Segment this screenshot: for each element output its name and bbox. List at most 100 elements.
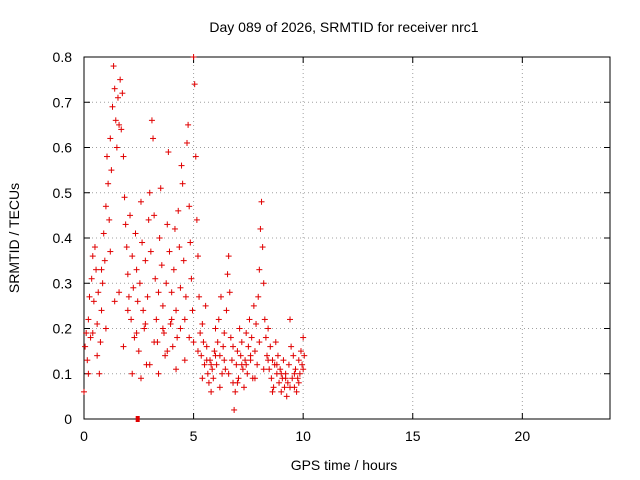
data-point — [173, 307, 180, 314]
data-point — [238, 339, 245, 346]
data-point — [238, 361, 245, 368]
data-point — [260, 280, 267, 287]
data-point — [215, 316, 222, 323]
y-tick-label: 0.6 — [53, 140, 73, 156]
data-point — [81, 388, 87, 395]
data-point — [301, 352, 308, 359]
data-point — [235, 375, 242, 382]
data-point — [212, 325, 219, 332]
data-point — [131, 334, 138, 341]
data-point — [231, 406, 238, 413]
data-point — [262, 334, 269, 341]
data-point — [104, 153, 111, 160]
data-point — [157, 185, 164, 192]
data-point — [284, 379, 291, 386]
x-tick-label: 0 — [80, 428, 88, 444]
data-point — [184, 139, 191, 146]
data-point — [237, 352, 244, 359]
data-point — [150, 135, 157, 142]
data-point — [158, 262, 165, 269]
data-point — [278, 370, 285, 377]
data-point — [111, 298, 118, 305]
x-tick-label: 5 — [190, 428, 198, 444]
y-tick-label: 0.5 — [53, 185, 73, 201]
x-tick-label: 20 — [515, 428, 531, 444]
data-point — [281, 384, 288, 391]
data-point — [191, 81, 198, 88]
data-point — [148, 117, 155, 124]
data-point — [253, 320, 260, 327]
data-point — [203, 343, 210, 350]
data-point — [133, 266, 140, 273]
data-point — [90, 298, 97, 305]
data-point — [186, 334, 193, 341]
data-point — [166, 248, 173, 255]
data-point — [293, 388, 300, 395]
data-point — [124, 307, 131, 314]
data-point — [159, 325, 166, 332]
data-point — [99, 280, 106, 287]
data-point — [212, 352, 219, 359]
data-point — [300, 366, 307, 373]
y-tick-label: 0 — [64, 411, 72, 427]
data-point — [199, 375, 206, 382]
data-point — [299, 361, 306, 368]
data-point — [100, 230, 107, 237]
data-point — [129, 253, 136, 260]
data-point — [202, 302, 209, 309]
data-point — [124, 271, 131, 278]
data-point — [197, 330, 204, 337]
data-point — [120, 153, 127, 160]
data-point — [222, 366, 229, 373]
chart-title: Day 089 of 2026, SRMTID for receiver nrc… — [209, 19, 478, 35]
x-tick-label: 15 — [405, 428, 421, 444]
data-point — [234, 348, 241, 355]
data-point — [239, 366, 246, 373]
data-point — [192, 153, 199, 160]
data-point — [156, 235, 163, 241]
data-point — [280, 357, 287, 364]
data-point — [170, 266, 177, 273]
data-point — [258, 198, 265, 205]
data-point — [217, 293, 224, 300]
data-point — [110, 63, 117, 70]
data-point — [139, 239, 146, 246]
plot-frame — [83, 56, 611, 420]
data-point — [194, 253, 201, 260]
data-point — [151, 339, 158, 346]
data-point — [178, 162, 185, 169]
data-point — [107, 248, 114, 255]
data-point — [133, 330, 140, 337]
data-point — [86, 293, 93, 300]
data-point — [273, 361, 280, 368]
data-point — [244, 370, 251, 377]
data-point — [128, 316, 135, 323]
data-point — [234, 379, 241, 386]
data-point — [290, 352, 297, 359]
data-point — [224, 271, 231, 278]
data-point — [112, 117, 119, 124]
data-point — [171, 225, 178, 232]
data-point — [223, 307, 230, 314]
data-point — [194, 348, 201, 355]
data-point — [98, 266, 105, 273]
data-point — [97, 339, 104, 346]
data-point — [189, 307, 196, 314]
data-point — [144, 293, 151, 300]
data-point — [247, 352, 254, 359]
y-tick-label: 0.2 — [53, 321, 73, 337]
data-point — [232, 388, 239, 395]
data-point — [180, 257, 187, 264]
data-point — [88, 275, 95, 282]
data-point — [109, 103, 116, 110]
y-tick-label: 0.8 — [53, 49, 73, 65]
data-point — [186, 203, 193, 210]
data-point — [142, 257, 149, 264]
data-point — [152, 275, 159, 282]
data-point — [167, 320, 174, 327]
data-point — [278, 388, 285, 395]
data-point — [198, 352, 205, 359]
y-tick-label: 0.7 — [53, 94, 73, 110]
data-point — [267, 343, 274, 350]
